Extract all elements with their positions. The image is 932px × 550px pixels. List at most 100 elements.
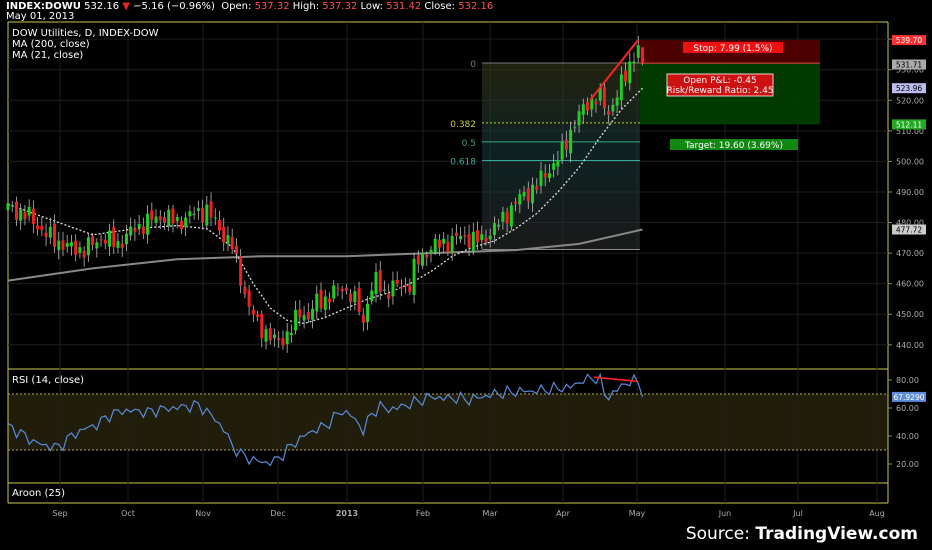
- candle: [433, 238, 437, 252]
- candle: [531, 184, 535, 204]
- candle: [497, 224, 501, 227]
- price-badge: [892, 224, 926, 235]
- price-badge-label: 477.72: [896, 226, 922, 235]
- candle: [336, 287, 340, 289]
- close-label: Close:: [424, 1, 455, 12]
- candle: [628, 61, 632, 84]
- x-tick-label: May: [629, 509, 646, 518]
- candle: [175, 217, 179, 222]
- candle: [14, 201, 18, 220]
- source-credit[interactable]: Source: TradingView.com: [686, 524, 918, 544]
- candle: [69, 242, 73, 247]
- symbol-header: INDEX:DOWU 532.16 ▼ −5.16 (−0.96%) Open:…: [6, 1, 493, 12]
- candle: [48, 226, 52, 238]
- candle: [163, 217, 167, 223]
- candle: [315, 293, 319, 312]
- candle: [40, 225, 44, 231]
- candle: [446, 241, 450, 253]
- candle: [82, 250, 86, 258]
- candle: [277, 338, 281, 341]
- x-tick-label: Dec: [270, 509, 285, 518]
- candle: [36, 225, 40, 230]
- candle: [268, 328, 272, 341]
- candle: [150, 210, 154, 220]
- candle: [188, 211, 192, 217]
- candle: [99, 239, 103, 241]
- candle: [480, 234, 484, 241]
- x-tick-label: Oct: [121, 509, 135, 518]
- candle: [23, 211, 27, 220]
- candle: [615, 97, 619, 106]
- symbol[interactable]: INDEX:DOWU: [6, 1, 81, 12]
- candle: [192, 213, 196, 215]
- candle: [230, 236, 234, 250]
- candle: [366, 303, 370, 322]
- candle: [641, 47, 644, 64]
- candle: [222, 226, 226, 243]
- candle: [522, 191, 526, 197]
- candle: [91, 236, 95, 245]
- candle: [226, 235, 230, 244]
- candle: [505, 211, 509, 224]
- candle: [349, 293, 353, 302]
- candle: [611, 104, 615, 112]
- candle: [332, 285, 336, 299]
- target-label: Target: 19.60 (3.69%): [684, 141, 783, 151]
- candle: [171, 208, 175, 224]
- candle: [501, 211, 505, 222]
- change: −5.16 (−0.96%): [133, 1, 215, 12]
- candle: [488, 235, 492, 240]
- candle: [108, 230, 112, 247]
- rsi-line: [7, 372, 644, 467]
- candle: [387, 293, 391, 299]
- candle: [218, 220, 221, 231]
- candle: [382, 289, 386, 291]
- candle: [526, 188, 530, 202]
- candle: [535, 186, 539, 190]
- candle: [518, 194, 522, 205]
- candle: [311, 308, 315, 320]
- candle: [137, 223, 141, 229]
- candle: [340, 288, 344, 292]
- candle: [319, 290, 323, 309]
- y-tick-label: 530.00: [896, 66, 924, 75]
- candle: [285, 331, 289, 345]
- rsi-tick-label: 40.00: [896, 432, 919, 441]
- stop-label: Stop: 7.99 (1.5%): [693, 44, 772, 54]
- candle: [234, 245, 238, 254]
- fib-label: 0.382: [450, 120, 476, 130]
- ma200-line: [7, 228, 643, 282]
- stop-label-box: [683, 42, 783, 53]
- candle: [264, 329, 268, 342]
- candle: [560, 142, 564, 160]
- high-label: High:: [292, 1, 320, 12]
- candle: [120, 243, 124, 248]
- x-tick-label: Mar: [482, 509, 498, 518]
- candle: [31, 208, 35, 224]
- candle: [598, 87, 602, 101]
- candle: [167, 209, 171, 227]
- candle: [636, 45, 640, 58]
- candle: [459, 235, 463, 240]
- pnl-box: [666, 73, 774, 97]
- candle: [158, 216, 162, 221]
- y-tick-label: 480.00: [896, 219, 924, 228]
- candle: [395, 279, 399, 284]
- last-price: 532.16: [84, 1, 120, 12]
- price-badge-label: 512.11: [896, 120, 922, 129]
- candle: [484, 237, 488, 242]
- candle: [209, 201, 213, 218]
- candle: [294, 309, 298, 331]
- candle: [421, 252, 425, 266]
- candle: [213, 217, 217, 219]
- candle: [154, 216, 158, 223]
- candle: [57, 240, 61, 251]
- candle: [260, 313, 264, 339]
- candle: [564, 139, 568, 150]
- x-tick-label: Sep: [52, 509, 67, 518]
- chart-title: DOW Utilities, D, INDEX-DOW: [12, 28, 159, 39]
- candle: [112, 227, 116, 248]
- high-value: 537.32: [322, 1, 358, 12]
- rsi-trend-line: [593, 376, 639, 383]
